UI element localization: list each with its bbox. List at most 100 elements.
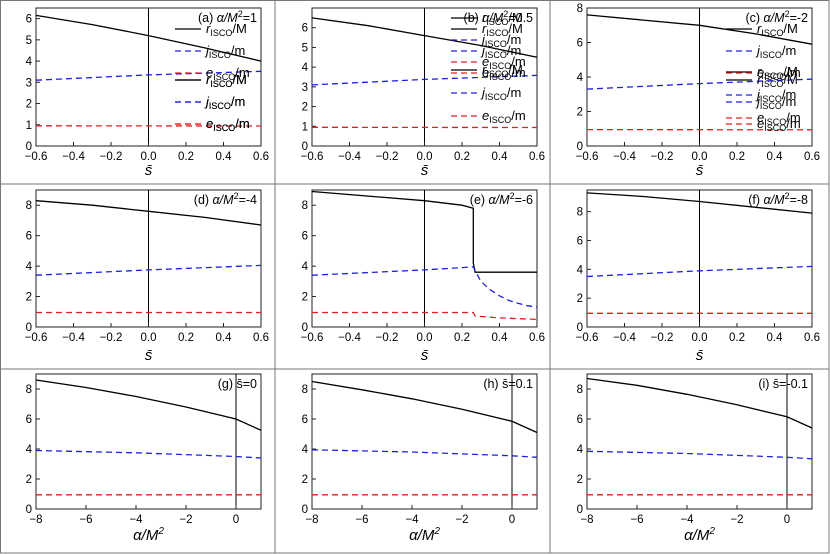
legend-label: jISCO/m — [204, 94, 245, 111]
x-tick-label: −0.4 — [338, 332, 361, 344]
x-tick-label: 0 — [784, 514, 790, 526]
panel-title: (e) α/M2=-6 — [470, 191, 533, 207]
legend-label: jISCO/m — [204, 43, 245, 60]
x-tick-label: −4 — [129, 514, 143, 526]
series-line-r-isco — [586, 192, 813, 214]
y-tick-label: 8 — [577, 3, 583, 15]
y-tick-label: 4 — [302, 62, 309, 74]
x-tick-label: 0.2 — [178, 151, 194, 163]
y-tick-label: 2 — [302, 474, 308, 486]
chart-panel-f: −0.6 −0.4 −0.2 0.0 0.2 0.4 0.6 0 2 4 6 8 s̄ (f) α/M2=… — [576, 72, 820, 364]
y-tick-label: 5 — [26, 35, 32, 47]
y-tick-label: 0 — [302, 141, 308, 153]
x-tick-label: −4 — [680, 514, 694, 526]
x-tick-label: 0.0 — [417, 151, 433, 163]
x-tick-label: 0.4 — [767, 151, 784, 163]
legend-label: jISCO/m — [755, 94, 796, 111]
y-tick-label: 1 — [26, 120, 32, 132]
x-tick-label: 0.0 — [692, 151, 708, 163]
y-tick-label: 8 — [26, 200, 32, 212]
y-tick-label: 6 — [577, 414, 583, 426]
series-line-j-isco — [35, 70, 262, 81]
series-line-r-isco — [311, 380, 538, 434]
x-tick-label: 0.2 — [729, 332, 745, 344]
series-line-e-isco — [312, 311, 538, 321]
panel-title: (f) α/M2=-8 — [748, 191, 808, 207]
legend-label: jISCO/m — [480, 85, 521, 102]
series-line-j-isco — [311, 449, 538, 458]
x-tick-label: −0.4 — [338, 151, 361, 163]
y-tick-label: 2 — [26, 99, 32, 111]
x-axis-label: s̄ — [421, 162, 429, 179]
legend-label: jISCO/m — [480, 32, 521, 49]
series-line-j-isco — [35, 264, 262, 276]
y-tick-label: 4 — [26, 444, 33, 456]
x-axis-label: α/M2 — [409, 526, 440, 544]
plot-frame — [311, 373, 538, 510]
x-tick-label: −8 — [580, 514, 593, 526]
x-tick-label: 0.6 — [804, 332, 820, 344]
x-tick-label: −4 — [405, 514, 419, 526]
y-tick-label: 5 — [302, 42, 308, 54]
y-tick-label: 3 — [302, 82, 308, 94]
x-tick-label: −6 — [79, 514, 92, 526]
y-tick-label: 2 — [577, 107, 583, 119]
x-tick-label: 0.6 — [253, 332, 269, 344]
x-tick-label: −0.6 — [576, 332, 599, 344]
y-tick-label: 8 — [577, 384, 583, 396]
x-tick-label: −0.2 — [651, 151, 674, 163]
x-tick-label: −6 — [630, 514, 643, 526]
x-axis-label: s̄ — [696, 347, 704, 364]
x-tick-label: −0.6 — [576, 151, 599, 163]
series-line-r-isco — [35, 14, 262, 62]
legend-label: rISCO/M — [206, 21, 247, 38]
legend-label: rISCO/M — [757, 64, 798, 81]
legend-label: rISCO/M — [757, 21, 798, 38]
chart-panel-d: −0.6 −0.4 −0.2 0.0 0.2 0.4 0.6 0 2 4 6 8 s̄ (d) α/M2=… — [25, 72, 269, 364]
legend-label: jISCO/m — [755, 87, 796, 104]
x-tick-label: 0.4 — [216, 332, 233, 344]
legend-label: jISCO/m — [480, 43, 521, 60]
y-tick-label: 6 — [26, 231, 32, 243]
x-tick-label: −8 — [305, 514, 318, 526]
x-axis-label: α/M2 — [684, 526, 715, 544]
legend-label: eISCO/m — [206, 116, 250, 133]
y-tick-label: 4 — [302, 444, 309, 456]
x-tick-label: −0.6 — [25, 151, 48, 163]
panel-title: (i) s̄=-0.1 — [758, 377, 808, 391]
x-tick-label: 0.2 — [454, 151, 470, 163]
chart-panel-a: −0.6 −0.4 −0.2 0.0 0.2 0.4 0.6 0 1 2 3 4 5 6 s̄ (a) α/M… — [25, 7, 269, 179]
y-tick-label: 4 — [577, 72, 584, 84]
y-tick-label: 4 — [577, 444, 584, 456]
y-tick-label: 4 — [302, 261, 309, 273]
x-tick-label: 0.2 — [178, 332, 194, 344]
legend-label: eISCO/m — [757, 116, 801, 133]
y-tick-label: 1 — [302, 121, 308, 133]
y-tick-label: 0 — [302, 504, 308, 516]
y-tick-label: 0 — [577, 322, 583, 334]
x-tick-label: 0.6 — [804, 151, 820, 163]
legend-label: rISCO/M — [206, 72, 247, 89]
y-tick-label: 3 — [26, 77, 32, 89]
plot-frame — [35, 373, 262, 510]
series-line-r-isco — [35, 379, 262, 431]
x-tick-label: 0.4 — [216, 151, 233, 163]
legend-label: rISCO/M — [482, 21, 523, 38]
x-axis-label: s̄ — [421, 347, 429, 364]
x-tick-label: −8 — [29, 514, 42, 526]
series-line-j-isco — [311, 266, 538, 308]
series-line-j-isco — [586, 450, 813, 460]
x-tick-label: −2 — [455, 514, 468, 526]
legend-label: eISCO/m — [757, 65, 801, 82]
y-tick-label: 8 — [577, 207, 583, 219]
y-tick-label: 8 — [26, 384, 32, 396]
x-tick-label: 0.4 — [492, 151, 509, 163]
legend-label: eISCO/m — [757, 110, 801, 127]
y-tick-label: 2 — [26, 292, 32, 304]
y-tick-label: 2 — [302, 102, 308, 114]
y-tick-label: 6 — [26, 414, 32, 426]
y-tick-label: 6 — [302, 414, 308, 426]
